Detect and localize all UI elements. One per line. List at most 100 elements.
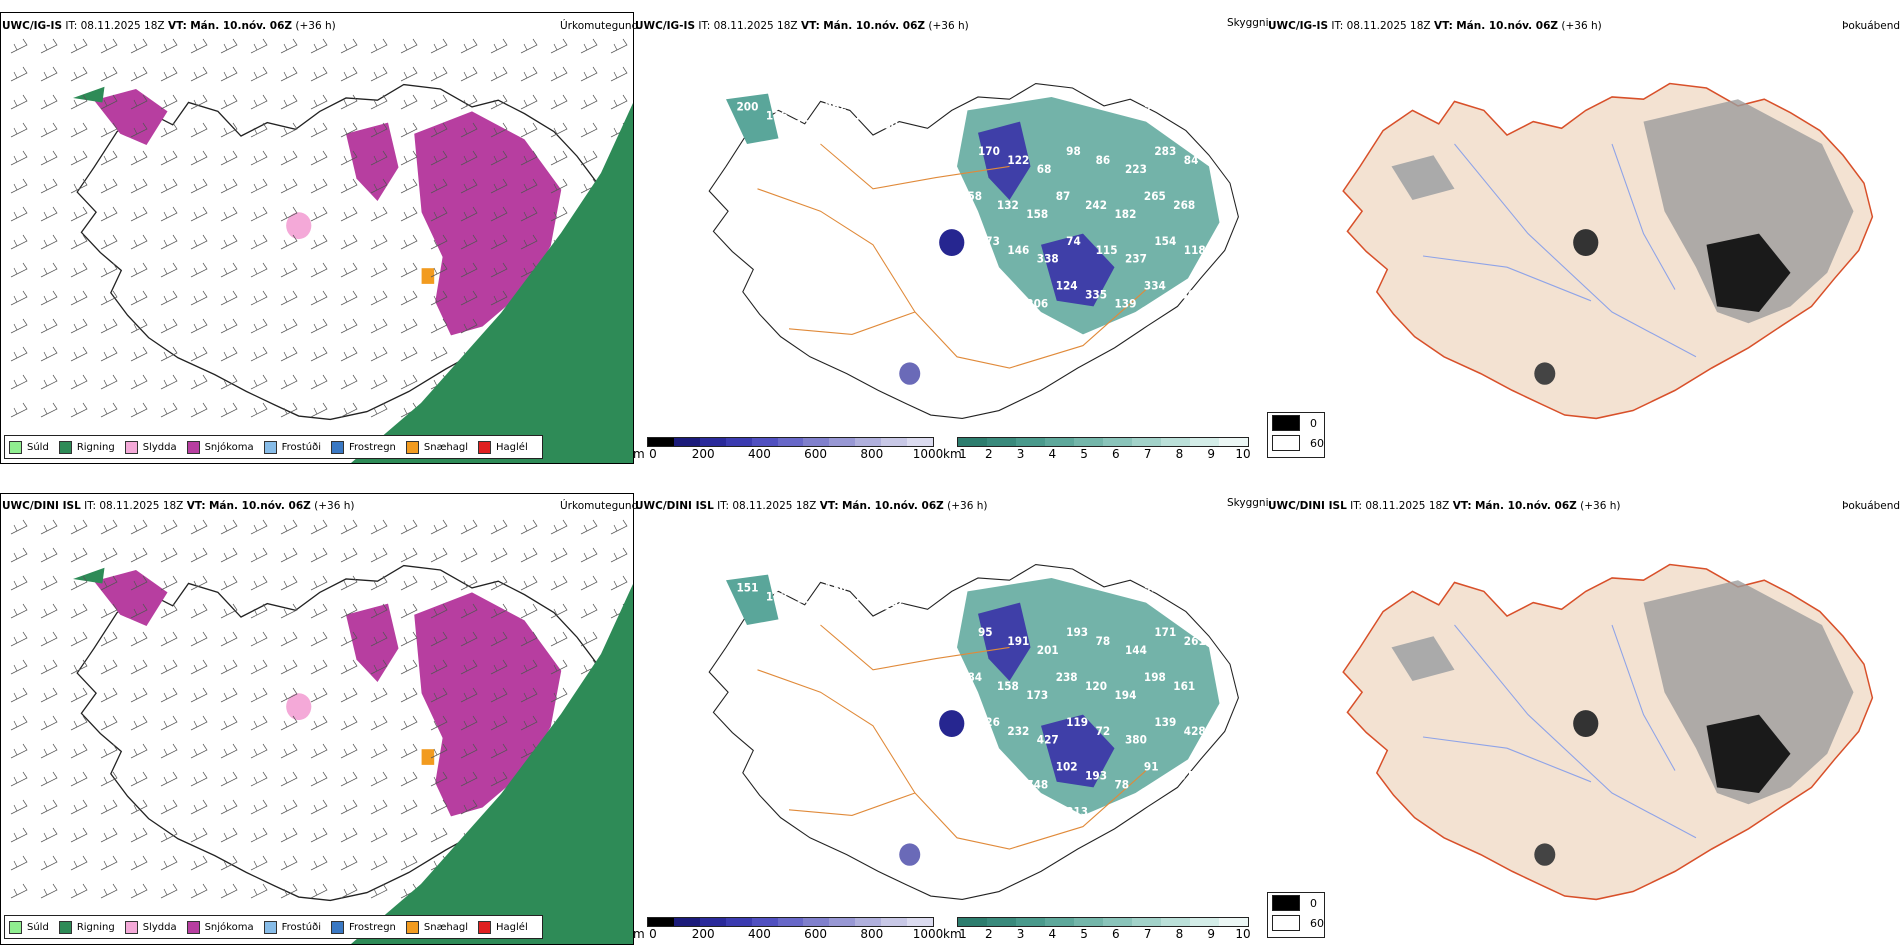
wind-barb [70,206,88,222]
wind-barb [10,346,28,362]
wind-barb [250,771,268,787]
wind-barb [40,150,58,166]
colorbar-tick: 4 [1048,447,1057,461]
wind-barb [490,743,508,759]
fog-field [1391,636,1455,681]
wind-barb [160,38,178,54]
cloud-base-label: 102 [1056,760,1078,773]
wind-barb [10,827,28,843]
wind-barb [130,206,148,222]
issue-time: IT: 08.11.2025 18Z [65,20,165,32]
wind-barb [130,547,148,563]
wind-barb [310,547,328,563]
wind-barb [40,631,58,647]
wind-barb [340,687,358,703]
panel-type-fog-2: Þokuábendi [1842,500,1900,512]
wind-barb [130,827,148,843]
fog-index-map-2 [1267,493,1900,943]
wind-barb [550,519,568,535]
fog-field [1534,843,1556,866]
wind-barb [340,827,358,843]
wind-barb [130,178,148,194]
wind-barb [10,743,28,759]
wind-barb [310,631,328,647]
wind-barb [280,575,298,591]
legend-swatch [478,440,492,454]
wind-barb [430,38,448,54]
wind-barb [190,122,208,138]
colorbar-segment [829,438,856,446]
cloud-base-label: 95 [978,626,993,639]
cloud-base-field [899,843,921,866]
cloud-base-label: 119 [1066,715,1088,728]
wind-barb [100,715,118,731]
wind-barb [460,659,478,675]
wind-barb [310,206,328,222]
wind-barb [580,66,598,82]
wind-barb [160,402,178,418]
cloud-base-field [1041,714,1115,788]
wind-barb [40,547,58,563]
wind-barb [70,178,88,194]
precip-legend-item: Frostúði [263,440,321,454]
wind-barb [160,206,178,222]
colorbar-segment [987,918,1016,926]
wind-barb [400,771,418,787]
fog-legend-row: 60 [1268,433,1324,453]
wind-barb [430,346,448,362]
wind-barb [340,262,358,278]
cloud-base-label: 146 [1007,243,1029,256]
wind-barb [280,743,298,759]
cloud-base-label: 338 [1037,252,1059,265]
wind-barb [400,94,418,110]
wind-barb [130,402,148,418]
wind-barb [40,178,58,194]
colorbar-tick: 7 [1143,927,1152,941]
wind-barb [220,346,238,362]
lead-time: (+36 h) [928,20,969,32]
cloud-base-label: 136 [766,109,788,122]
wind-barb [40,659,58,675]
wind-barb [280,374,298,390]
issue-time: IT: 08.11.2025 18Z [698,20,798,32]
colorbar-tick: 0 [649,927,657,941]
wind-barb [490,38,508,54]
wind-barb [190,318,208,334]
cloud-base-label: 103 [766,590,788,603]
cloud-svg: 200 136 12 262 114 80 90 250 170 122 68 98 86 223 283 8… [708,82,1239,419]
wind-barb [130,575,148,591]
wind-barb [250,659,268,675]
cloud-base-colorbar-2: m 0 200 400 600 800 1000 [633,917,943,945]
wind-barb [190,178,208,194]
cloud-base-label: 173 [1026,689,1048,702]
wind-barb [100,402,118,418]
colorbar-segment [1103,438,1132,446]
wind-barb [10,290,28,306]
wind-barb [100,206,118,222]
wind-barb [40,318,58,334]
cloud-base-label: 182 [1115,208,1137,221]
colorbar-tick: 600 [804,447,828,461]
wind-barb [250,603,268,619]
river-network [1422,624,1697,839]
wind-barb [190,346,208,362]
wind-barb [280,122,298,138]
wind-barb [40,290,58,306]
valid-time: Mán. 10.nóv. 06Z [190,20,293,32]
wind-barb [430,150,448,166]
wind-barb [400,827,418,843]
wind-barb [250,66,268,82]
wind-barb [130,66,148,82]
wind-barb [280,290,298,306]
wind-barb [220,771,238,787]
wind-barb [40,374,58,390]
colorbar-segment [907,918,933,926]
wind-barb [460,38,478,54]
wind-barb [250,290,268,306]
wind-barb [430,631,448,647]
wind-barb [220,234,238,250]
model-name: UWC/IG-IS [1268,20,1329,32]
valid-label: VT: [1452,500,1472,512]
wind-barb [280,715,298,731]
wind-barb [250,519,268,535]
